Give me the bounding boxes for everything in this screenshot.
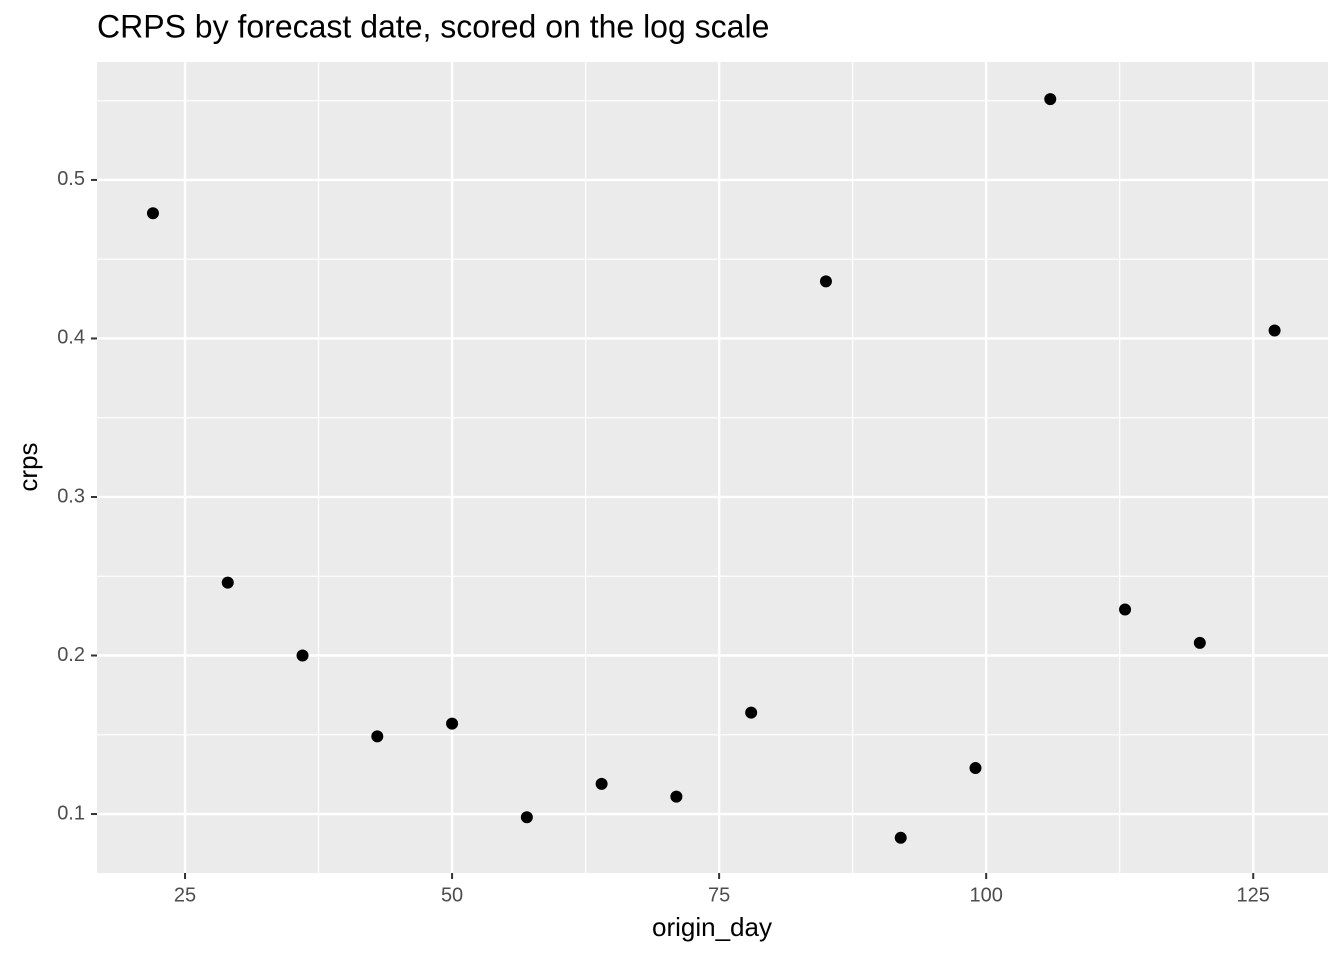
point	[1193, 636, 1206, 649]
x-tick-label: 125	[1237, 884, 1270, 906]
point	[819, 275, 832, 288]
x-tick-label: 100	[969, 884, 1002, 906]
y-tick-label: 0.1	[57, 802, 85, 824]
point	[296, 649, 309, 662]
x-tick-label: 75	[708, 884, 730, 906]
point	[670, 790, 683, 803]
x-tick-label: 50	[441, 884, 463, 906]
point	[446, 717, 459, 730]
x-axis-label: origin_day	[652, 912, 772, 942]
point	[745, 706, 758, 719]
point	[969, 762, 982, 775]
y-tick-label: 0.3	[57, 485, 85, 507]
point	[1268, 324, 1281, 337]
point	[1119, 603, 1132, 616]
x-tick-label: 25	[174, 884, 196, 906]
y-tick-label: 0.5	[57, 168, 85, 190]
grid	[97, 62, 1328, 873]
y-tick-label: 0.2	[57, 644, 85, 666]
point	[1044, 93, 1057, 106]
point	[595, 777, 608, 790]
point	[894, 831, 907, 844]
marks	[146, 93, 1281, 844]
y-tick-label: 0.4	[57, 327, 85, 349]
point	[221, 576, 234, 589]
panel	[97, 62, 1328, 873]
chart-title: CRPS by forecast date, scored on the log…	[97, 8, 769, 44]
point	[520, 811, 533, 824]
y-axis-label: crps	[13, 442, 43, 491]
point	[371, 730, 384, 743]
point	[146, 207, 159, 220]
